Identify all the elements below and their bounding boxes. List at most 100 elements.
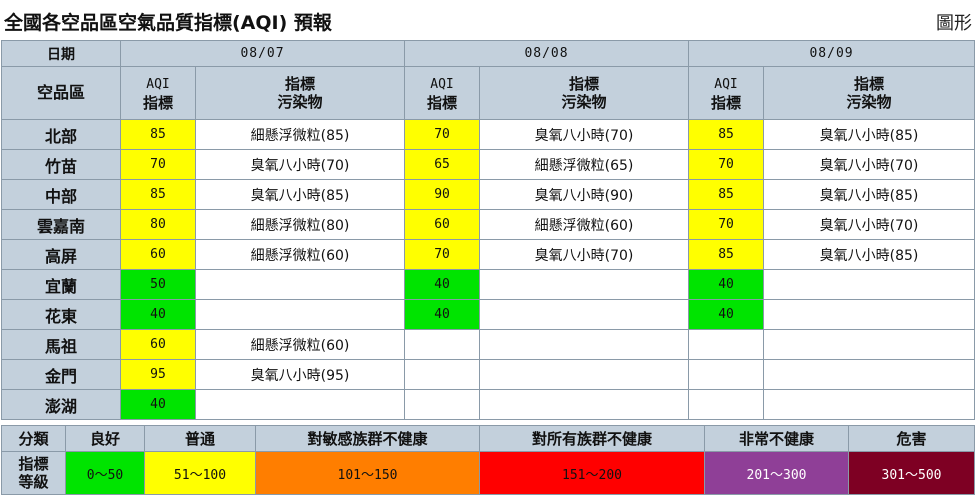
aqi-value-cell: 90 <box>404 179 481 210</box>
table-row: 馬祖 60 細懸浮微粒(60) <box>1 329 976 360</box>
aqi-value-cell <box>688 359 765 390</box>
pollutant-cell: 細懸浮微粒(80) <box>194 209 406 240</box>
pollutant-cell: 臭氧八小時(70) <box>479 119 690 150</box>
pollutant-cell: 細懸浮微粒(60) <box>194 239 406 270</box>
pollutant-cell: 細懸浮微粒(60) <box>194 329 406 360</box>
aqi-value-cell: 40 <box>404 299 481 330</box>
table-row: 中部 85 臭氧八小時(85) 90 臭氧八小時(90) 85 臭氧八小時(85) <box>1 179 976 210</box>
title-bar: 全國各空品區空氣品質指標(AQI) 預報 圖形 <box>0 0 978 40</box>
pollutant-label-1: 指標 <box>285 75 316 93</box>
aqi-value-cell: 70 <box>688 209 765 240</box>
pollutant-cell <box>763 329 976 360</box>
area-name: 高屏 <box>1 239 121 270</box>
aqi-value-cell: 85 <box>120 119 196 150</box>
date-label: 日期 <box>1 40 121 67</box>
legend-range: 101～150 <box>255 451 480 495</box>
date-header: 08/09 <box>688 40 976 67</box>
pollutant-cell <box>194 389 406 420</box>
date-header: 08/07 <box>119 40 406 67</box>
aqi-value-cell: 95 <box>120 359 196 390</box>
aqi-column-header: AQI 指標 <box>120 66 196 120</box>
pollutant-cell <box>194 269 406 300</box>
pollutant-column-header: 指標 污染物 <box>763 66 976 120</box>
aqi-value-cell: 50 <box>120 269 196 300</box>
forecast-body: 北部 85 細懸浮微粒(85) 70 臭氧八小時(70) 85 臭氧八小時(85) 竹苗 70 臭… <box>1 119 976 420</box>
legend-level-name: 良好 <box>65 425 145 452</box>
pollutant-label-2: 污染物 <box>846 93 892 111</box>
legend-level-name: 對所有族群不健康 <box>479 425 705 452</box>
pollutant-cell <box>763 389 976 420</box>
aqi-value-cell: 85 <box>120 179 196 210</box>
pollutant-cell: 臭氧八小時(90) <box>479 179 690 210</box>
pollutant-cell <box>763 359 976 390</box>
pollutant-label-1: 指標 <box>854 75 885 93</box>
pollutant-cell <box>479 329 690 360</box>
forecast-table: 日期 08/07 08/08 08/09 空品區 AQI 指標 指標 污染物 AQI… <box>1 40 976 420</box>
pollutant-cell: 臭氧八小時(70) <box>763 149 976 180</box>
legend-range: 0～50 <box>65 451 145 495</box>
pollutant-cell <box>763 269 976 300</box>
aqi-en-label: AQI <box>430 77 454 92</box>
pollutant-label-2: 污染物 <box>277 93 323 111</box>
aqi-value-cell: 60 <box>404 209 481 240</box>
legend-range-row: 指標 等級 0～50 51～100 101～150 151～200 201～300… <box>1 451 975 495</box>
pollutant-cell: 臭氧八小時(70) <box>479 239 690 270</box>
table-row: 高屏 60 細懸浮微粒(60) 70 臭氧八小時(70) 85 臭氧八小時(85) <box>1 239 976 270</box>
pollutant-cell: 臭氧八小時(85) <box>763 179 976 210</box>
legend-name-row: 分類 良好 普通 對敏感族群不健康 對所有族群不健康 非常不健康 危害 <box>1 425 975 452</box>
area-label: 空品區 <box>1 66 121 120</box>
area-name: 中部 <box>1 179 121 210</box>
aqi-column-header: AQI 指標 <box>404 66 481 120</box>
legend-level-label-2: 等級 <box>18 473 49 491</box>
pollutant-cell: 臭氧八小時(85) <box>763 239 976 270</box>
legend-range: 51～100 <box>144 451 256 495</box>
legend-level-label: 指標 等級 <box>1 451 66 495</box>
table-row: 竹苗 70 臭氧八小時(70) 65 細懸浮微粒(65) 70 臭氧八小時(70) <box>1 149 976 180</box>
aqi-value-cell: 65 <box>404 149 481 180</box>
pollutant-cell <box>479 269 690 300</box>
pollutant-label-2: 污染物 <box>561 93 607 111</box>
aqi-value-cell: 60 <box>120 239 196 270</box>
aqi-zh-label: 指標 <box>142 94 173 112</box>
aqi-value-cell: 70 <box>688 149 765 180</box>
aqi-value-cell <box>404 389 481 420</box>
aqi-value-cell <box>688 389 765 420</box>
aqi-value-cell: 85 <box>688 119 765 150</box>
page-title: 全國各空品區空氣品質指標(AQI) 預報 <box>4 12 332 34</box>
table-row: 北部 85 細懸浮微粒(85) 70 臭氧八小時(70) 85 臭氧八小時(85) <box>1 119 976 150</box>
legend-level-label-1: 指標 <box>18 455 49 473</box>
pollutant-cell <box>479 359 690 390</box>
pollutant-label-1: 指標 <box>569 75 600 93</box>
aqi-value-cell: 70 <box>404 239 481 270</box>
pollutant-cell: 臭氧八小時(70) <box>763 209 976 240</box>
pollutant-cell: 細懸浮微粒(85) <box>194 119 406 150</box>
area-name: 宜蘭 <box>1 269 121 300</box>
aqi-value-cell <box>404 359 481 390</box>
pollutant-cell <box>194 299 406 330</box>
area-name: 雲嘉南 <box>1 209 121 240</box>
area-name: 竹苗 <box>1 149 121 180</box>
legend-range: 201～300 <box>704 451 849 495</box>
legend-level-name: 普通 <box>144 425 256 452</box>
table-row: 澎湖 40 <box>1 389 976 420</box>
aqi-value-cell: 70 <box>404 119 481 150</box>
aqi-en-label: AQI <box>714 77 738 92</box>
table-row: 金門 95 臭氧八小時(95) <box>1 359 976 390</box>
aqi-value-cell: 85 <box>688 179 765 210</box>
graph-link[interactable]: 圖形 <box>936 13 972 34</box>
legend-level-name: 對敏感族群不健康 <box>255 425 480 452</box>
aqi-value-cell: 85 <box>688 239 765 270</box>
pollutant-cell: 細懸浮微粒(60) <box>479 209 690 240</box>
aqi-value-cell: 60 <box>120 329 196 360</box>
aqi-value-cell: 40 <box>120 389 196 420</box>
pollutant-cell: 臭氧八小時(95) <box>194 359 406 390</box>
aqi-zh-label: 指標 <box>711 94 742 112</box>
legend-level-name: 危害 <box>848 425 975 452</box>
aqi-legend-table: 分類 良好 普通 對敏感族群不健康 對所有族群不健康 非常不健康 危害 指標 等級… <box>1 425 975 495</box>
aqi-value-cell: 40 <box>404 269 481 300</box>
aqi-en-label: AQI <box>146 77 170 92</box>
aqi-value-cell: 70 <box>120 149 196 180</box>
aqi-value-cell: 80 <box>120 209 196 240</box>
pollutant-cell <box>479 299 690 330</box>
aqi-column-header: AQI 指標 <box>688 66 765 120</box>
